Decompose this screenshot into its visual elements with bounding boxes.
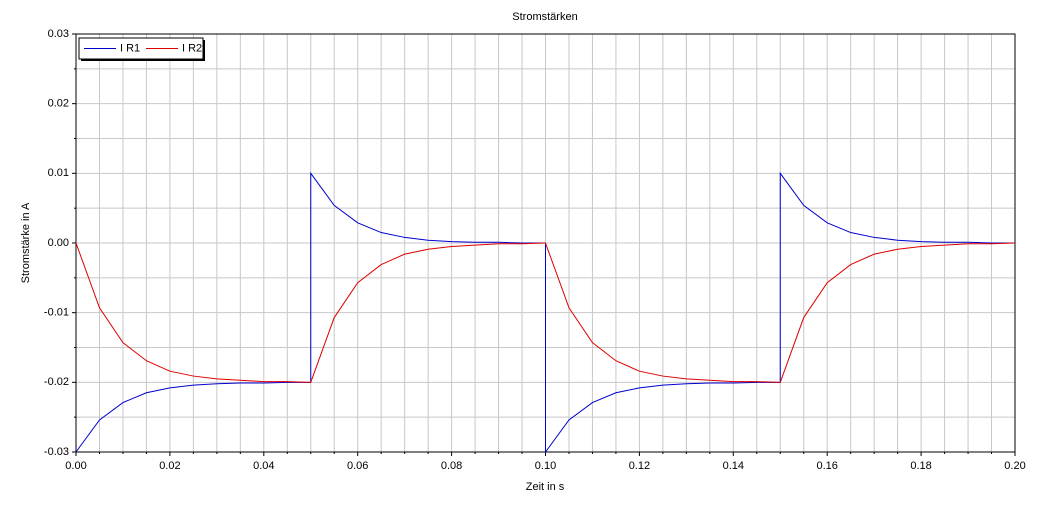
x-tick-label: 0.04 xyxy=(253,460,274,472)
y-tick-label: -0.03 xyxy=(44,446,69,458)
x-tick-label: 0.16 xyxy=(816,460,837,472)
x-tick-label: 0.02 xyxy=(159,460,180,472)
legend-label: I R1 xyxy=(120,42,140,54)
legend-box xyxy=(78,37,204,60)
x-tick-label: 0.06 xyxy=(347,460,368,472)
x-tick-label: 0.18 xyxy=(910,460,931,472)
x-tick-label: 0.08 xyxy=(441,460,462,472)
series-line xyxy=(75,242,1016,383)
x-tick-label: 0.14 xyxy=(723,460,744,472)
y-tick-label: -0.02 xyxy=(44,376,69,388)
legend-label: I R2 xyxy=(182,42,202,54)
y-tick-label: 0.00 xyxy=(48,237,69,249)
chart-title: Stromstärken xyxy=(512,11,577,23)
y-tick-label: 0.02 xyxy=(48,98,69,110)
y-tick-label: 0.01 xyxy=(48,167,69,179)
x-tick-label: 0.20 xyxy=(1004,460,1025,472)
x-tick-label: 0.10 xyxy=(535,460,556,472)
y-tick-label: -0.01 xyxy=(44,307,69,319)
x-tick-label: 0.12 xyxy=(629,460,650,472)
y-axis-label: Stromstärke in A xyxy=(20,202,32,283)
series-line xyxy=(75,171,1015,454)
x-tick-label: 0.00 xyxy=(65,460,86,472)
x-axis-label: Zeit in s xyxy=(526,481,565,493)
y-tick-label: 0.03 xyxy=(48,28,69,40)
